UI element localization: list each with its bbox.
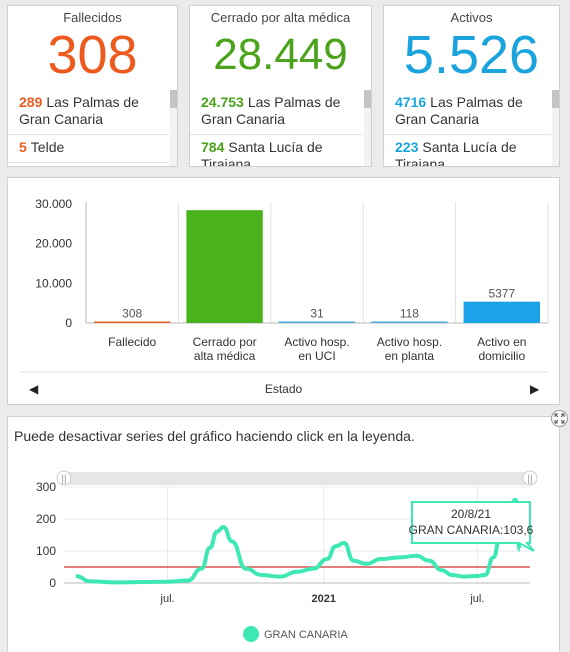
- list-item[interactable]: 5 Telde: [8, 135, 169, 163]
- item-count: 4716: [395, 94, 427, 110]
- scrollbar[interactable]: [364, 90, 371, 166]
- x-tick-label: 2021: [311, 593, 335, 605]
- y-tick-label: 20.000: [35, 237, 72, 251]
- bar-data-label: 31: [310, 307, 324, 321]
- bar: [371, 321, 448, 323]
- item-place: Las Palmas de Gran Canaria: [19, 94, 139, 127]
- list-item[interactable]: 4716 Las Palmas de Gran Canaria: [384, 90, 551, 135]
- bar: [278, 321, 356, 323]
- range-handle-right: [522, 470, 538, 486]
- kpi-title: Cerrado por alta médica: [210, 10, 351, 25]
- kpi-list[interactable]: 289 Las Palmas de Gran Canaria 5 Telde: [8, 90, 169, 166]
- x-tick-label: Cerrado por alta médica: [193, 335, 257, 363]
- item-count: 784: [201, 139, 225, 155]
- y-tick-label: 10.000: [35, 276, 72, 290]
- y-tick-label: 0: [49, 576, 56, 590]
- bar-data-label: 118: [400, 307, 419, 321]
- kpi-card-cerrado: Cerrado por alta médica 28.449 24.753 Las…: [189, 5, 372, 167]
- kpi-list[interactable]: 24.753 Las Palmas de Gran Canaria 784 Sant…: [190, 90, 363, 166]
- tooltip-value: GRAN CANARIA:103,6: [409, 523, 534, 537]
- chart-instruction: Puede desactivar series del gráfico haci…: [14, 428, 415, 444]
- legend-label: GRAN CANARIA: [264, 629, 348, 641]
- x-tick-label: jul.: [469, 593, 484, 605]
- item-count: 24.753: [201, 94, 244, 110]
- item-place: Las Palmas de Gran Canaria: [395, 94, 523, 127]
- kpi-value: 5.526: [403, 25, 540, 85]
- item-place: Santa Lucía de Tirajana: [395, 139, 517, 166]
- y-tick-label: 200: [36, 512, 56, 526]
- bar-chart-panel: 0 10.000 20.000 30.000 308 31 118 5377 Fallecido…: [7, 177, 560, 405]
- line-chart-panel: Puede desactivar series del gráfico haci…: [7, 416, 560, 652]
- list-item[interactable]: 24.753 Las Palmas de Gran Canaria: [190, 90, 363, 135]
- line-chart: || || 0 100 200 300 jul. 2021 jul. 20/8/21 GRAN CA…: [36, 470, 538, 642]
- kpi-list[interactable]: 4716 Las Palmas de Gran Canaria 223 Santa …: [384, 90, 551, 166]
- x-tick-label: Activo hosp. en planta: [377, 335, 442, 363]
- series-line-gran-canaria: [75, 497, 522, 585]
- range-handle-left: [56, 470, 72, 486]
- scrollbar-thumb[interactable]: [170, 90, 177, 108]
- bar: [186, 210, 263, 323]
- y-tick-label: 30.000: [35, 197, 72, 211]
- chart-prev-button[interactable]: ◀: [29, 382, 39, 396]
- item-count: 289: [19, 94, 43, 110]
- kpi-card-activos: Activos 5.526 4716 Las Palmas de Gran Can…: [383, 5, 560, 167]
- legend-item-gran-canaria[interactable]: GRAN CANARIA: [243, 626, 348, 642]
- tooltip-date: 20/8/21: [451, 507, 491, 521]
- list-item[interactable]: 784 Santa Lucía de Tirajana: [190, 135, 363, 166]
- kpi-value: 28.449: [213, 30, 348, 79]
- y-tick-label: 100: [36, 544, 56, 558]
- range-handle-grip: ||: [527, 474, 532, 485]
- kpi-title: Fallecidos: [63, 10, 122, 25]
- legend-marker: [243, 626, 259, 642]
- scrollbar[interactable]: [170, 90, 177, 166]
- x-tick-label: Activo hosp. en UCI: [284, 335, 349, 363]
- x-axis-title: Estado: [264, 382, 303, 396]
- scrollbar[interactable]: [552, 90, 559, 166]
- tooltip: 20/8/21 GRAN CANARIA:103,6: [409, 501, 535, 552]
- bar-data-label: 5377: [488, 287, 515, 301]
- expand-icon[interactable]: [551, 410, 568, 427]
- kpi-card-fallecidos: Fallecidos 308 289 Las Palmas de Gran Can…: [7, 5, 178, 167]
- item-place: Santa Lucía de Tirajana: [201, 139, 323, 166]
- y-tick-label: 300: [36, 480, 56, 494]
- chart-next-button[interactable]: ▶: [530, 382, 540, 396]
- range-handle-grip: ||: [61, 474, 66, 485]
- kpi-value: 308: [47, 25, 138, 85]
- item-count: 5: [19, 139, 27, 155]
- bar-chart: 0 10.000 20.000 30.000 308 31 118 5377 Fallecido…: [20, 197, 549, 373]
- scrollbar-thumb[interactable]: [364, 90, 371, 108]
- item-place: Las Palmas de Gran Canaria: [201, 94, 341, 127]
- item-place: Telde: [30, 139, 65, 155]
- item-count: 223: [395, 139, 419, 155]
- range-slider-track: [64, 472, 530, 485]
- x-tick-label: Fallecido: [108, 335, 156, 349]
- x-tick-label: jul.: [160, 593, 175, 605]
- y-tick-label: 0: [65, 316, 72, 330]
- x-tick-label: Activo en domicilio: [477, 335, 526, 363]
- kpi-title: Activos: [450, 10, 493, 25]
- tooltip-box: [411, 501, 535, 552]
- bar: [94, 321, 171, 323]
- bar-data-label: 308: [122, 307, 142, 321]
- list-item[interactable]: 223 Santa Lucía de Tirajana: [384, 135, 551, 166]
- scrollbar-thumb[interactable]: [552, 90, 559, 108]
- list-item[interactable]: 289 Las Palmas de Gran Canaria: [8, 90, 169, 135]
- bar: [463, 301, 540, 323]
